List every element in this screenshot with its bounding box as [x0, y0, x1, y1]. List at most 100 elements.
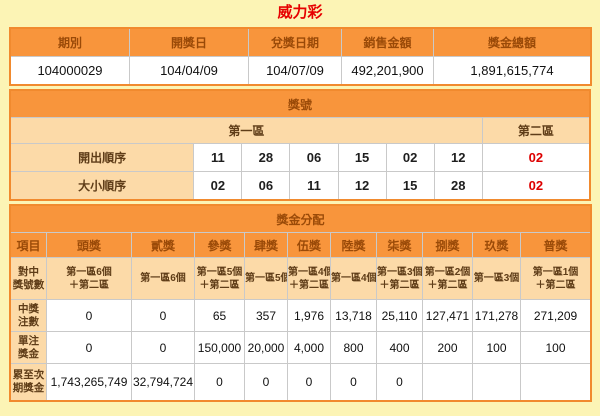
count-cell: 0	[131, 299, 195, 332]
match-cell: 第一區4個 ＋第二區	[287, 257, 331, 300]
count-cell: 127,471	[422, 299, 473, 332]
single-prize-cell: 0	[131, 331, 195, 364]
prize-section-header-row: 獎金分配	[9, 205, 592, 233]
drawn-number: 11	[193, 143, 243, 172]
single-row-label-line1: 單注	[18, 334, 39, 347]
match-line1: 第一區6個	[66, 266, 112, 278]
count-cell: 171,278	[472, 299, 521, 332]
single-prize-cell: 200	[422, 331, 473, 364]
drawn-number: 12	[433, 143, 483, 172]
tier-header-normal: 普獎	[519, 232, 592, 258]
counts-row-label-line2: 注數	[18, 315, 39, 328]
tier-header-3rd: 參獎	[194, 232, 245, 258]
match-line2: ＋第二區	[379, 279, 420, 291]
count-cell: 65	[194, 299, 245, 332]
match-cell: 第一區1個 ＋第二區	[519, 257, 592, 300]
tier-header-4th: 肆獎	[244, 232, 288, 258]
summary-table: 期別 開獎日 兌獎日期 銷售金額 獎金總額 104000029 104/04/0…	[9, 27, 592, 86]
match-line1: 第一區4個	[331, 273, 377, 284]
drawn-number: 28	[241, 143, 291, 172]
match-cell: 第一區4個	[330, 257, 377, 300]
summary-header-row: 期別 開獎日 兌獎日期 銷售金額 獎金總額	[10, 28, 591, 57]
single-prize-cell: 0	[46, 331, 132, 364]
single-prize-cell: 400	[376, 331, 423, 364]
count-cell: 271,209	[519, 299, 592, 332]
item-header: 項目	[10, 232, 47, 258]
sales-amount-header: 銷售金額	[341, 28, 434, 57]
match-line2: ＋第二區	[69, 279, 109, 291]
tier-header-1st: 頭獎	[46, 232, 132, 258]
drawn-number: 06	[289, 143, 339, 172]
carryover-cell: 0	[376, 363, 423, 401]
match-requirement-row: 對中 獎號數 第一區6個 ＋第二區 第一區6個 第一區5個 ＋第二區 第一區5個…	[10, 257, 592, 300]
drawn-order-row: 開出順序 11 28 06 15 02 12 02	[9, 143, 591, 172]
drawn-number: 15	[337, 143, 387, 172]
match-row-label: 對中 獎號數	[10, 257, 47, 300]
match-line1: 第一區2個	[424, 266, 471, 278]
numbers-section-header-row: 獎號	[10, 90, 590, 118]
carryover-cell: 0	[330, 363, 377, 401]
page-title: 威力彩	[277, 4, 323, 21]
match-row-label-line2: 獎號數	[12, 278, 45, 291]
carryover-cell: 0	[194, 363, 245, 401]
match-line1: 第一區6個	[140, 273, 186, 284]
tier-header-6th: 陸獎	[330, 232, 377, 258]
match-line1: 第一區4個	[288, 266, 331, 278]
match-line2: ＋第二區	[199, 279, 240, 291]
single-prize-row: 單注 獎金 0 0 150,000 20,000 4,000 800 400 2…	[10, 331, 592, 364]
winning-numbers-table: 獎號 第一區 第二區 開出順序 11 28 06 15 02 12 02 大小順…	[9, 89, 591, 201]
carryover-cell: 0	[244, 363, 288, 401]
prize-distribution-table: 獎金分配 項目 頭獎 貳獎 參獎 肆獎 伍獎 陸獎 柒獎 捌獎 玖獎 普獎 對中…	[8, 204, 593, 402]
carryover-row-label-line2: 期獎金	[12, 382, 45, 394]
sorted-number: 15	[385, 171, 435, 200]
match-cell: 第一區5個	[244, 257, 288, 300]
carryover-row-label: 累至次 期獎金	[10, 363, 47, 401]
summary-value-row: 104000029 104/04/09 104/07/09 492,201,90…	[10, 56, 591, 85]
count-cell: 25,110	[376, 299, 423, 332]
sorted-order-label: 大小順序	[9, 171, 195, 200]
total-prize-header: 獎金總額	[433, 28, 591, 57]
match-line1: 第一區3個	[473, 273, 520, 284]
drawn-number: 02	[385, 143, 435, 172]
counts-row-label-line1: 中獎	[18, 302, 39, 315]
carryover-cell: 32,794,724	[131, 363, 195, 401]
single-prize-cell: 800	[330, 331, 377, 364]
match-cell: 第一區3個	[472, 257, 521, 300]
redeem-date-value: 104/07/09	[248, 56, 342, 85]
single-prize-cell: 4,000	[287, 331, 331, 364]
tier-header-row: 項目 頭獎 貳獎 參獎 肆獎 伍獎 陸獎 柒獎 捌獎 玖獎 普獎	[10, 232, 592, 258]
single-prize-cell: 150,000	[194, 331, 245, 364]
match-line1: 第一區5個	[245, 273, 288, 284]
tier-header-2nd: 貳獎	[131, 232, 195, 258]
carryover-row: 累至次 期獎金 1,743,265,749 32,794,724 0 0 0 0…	[10, 363, 592, 401]
match-cell: 第一區6個	[131, 257, 195, 300]
period-value: 104000029	[10, 56, 130, 85]
drawn-zone2-number: 02	[481, 143, 591, 172]
match-cell: 第一區2個 ＋第二區	[422, 257, 473, 300]
match-line2: ＋第二區	[535, 279, 576, 291]
match-cell: 第一區6個 ＋第二區	[46, 257, 132, 300]
sorted-zone2-number: 02	[481, 171, 591, 200]
carryover-row-label-line1: 累至次	[12, 369, 45, 381]
sorted-number: 12	[337, 171, 387, 200]
match-line2: ＋第二區	[427, 279, 468, 291]
prize-section-title: 獎金分配	[9, 205, 592, 233]
counts-row-label: 中獎 注數	[10, 299, 47, 332]
single-prize-cell: 100	[472, 331, 521, 364]
tier-header-7th: 柒獎	[376, 232, 423, 258]
carryover-cell	[422, 363, 473, 401]
single-row-label-line2: 獎金	[18, 347, 39, 360]
zone1-header: 第一區	[10, 117, 483, 144]
sorted-number: 02	[193, 171, 243, 200]
match-cell: 第一區3個 ＋第二區	[376, 257, 423, 300]
total-prize-value: 1,891,615,774	[433, 56, 591, 85]
count-cell: 1,976	[287, 299, 331, 332]
count-cell: 357	[244, 299, 288, 332]
redeem-date-header: 兌獎日期	[248, 28, 342, 57]
sorted-number: 11	[289, 171, 339, 200]
match-line2: ＋第二區	[289, 279, 329, 291]
zone-header-row: 第一區 第二區	[10, 117, 591, 144]
count-cell: 0	[46, 299, 132, 332]
sorted-number: 28	[433, 171, 483, 200]
tier-header-9th: 玖獎	[472, 232, 521, 258]
